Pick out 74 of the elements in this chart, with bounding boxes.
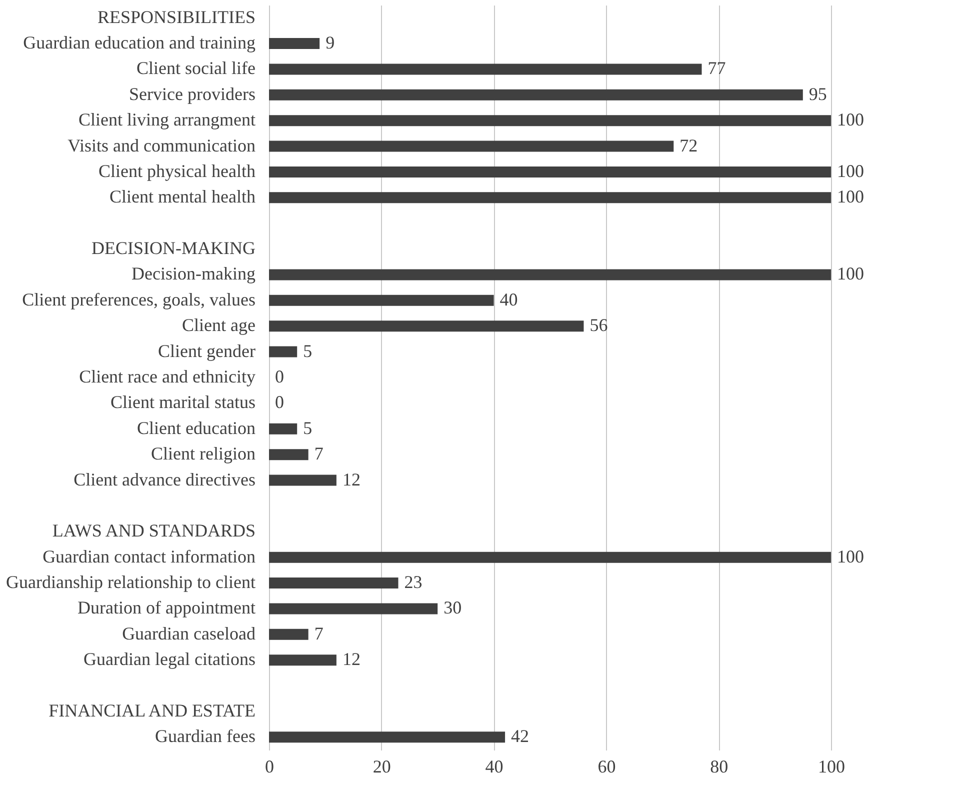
bar	[269, 294, 494, 306]
data-label: 0	[275, 392, 284, 412]
data-label: 0	[275, 366, 284, 386]
bar	[269, 115, 831, 126]
data-label: 100	[837, 186, 864, 207]
bar	[269, 732, 506, 743]
y-tick-label: DECISION-MAKING	[92, 238, 256, 258]
x-tick-label: 40	[485, 756, 504, 776]
bar	[269, 166, 831, 178]
data-label: 56	[590, 315, 608, 336]
y-tick-label: Client gender	[158, 340, 256, 361]
data-label: 7	[314, 623, 324, 644]
data-label: 100	[837, 264, 864, 284]
y-tick-label: Guardian fees	[155, 726, 256, 746]
data-label: 12	[342, 649, 360, 670]
y-tick-label: Duration of appointment	[78, 598, 256, 618]
y-tick-label: RESPONSIBILITIES	[97, 6, 256, 27]
data-label: 5	[303, 418, 312, 438]
data-label: 72	[680, 135, 698, 156]
y-tick-label: Client physical health	[98, 160, 256, 181]
bar	[269, 423, 298, 434]
data-label: 95	[808, 84, 827, 104]
bar	[269, 64, 702, 75]
x-tick-label: 60	[598, 756, 616, 776]
y-tick-label: Client education	[137, 418, 256, 438]
y-tick-label: Guardian education and training	[23, 32, 256, 53]
x-tick-label: 0	[265, 756, 274, 776]
y-tick-label: Service providers	[129, 84, 256, 104]
y-tick-label: Client mental health	[110, 186, 256, 207]
data-label: 40	[500, 289, 518, 310]
y-tick-label: Client age	[182, 315, 256, 336]
y-tick-label: Guardian caseload	[122, 623, 256, 644]
bar	[269, 654, 336, 666]
data-label: 7	[314, 444, 324, 464]
y-tick-label: Guardian legal citations	[84, 649, 256, 670]
y-tick-label: Client marital status	[110, 392, 256, 412]
y-tick-label: Client advance directives	[74, 469, 256, 490]
bar	[269, 38, 320, 50]
bar	[269, 603, 438, 614]
bar	[269, 552, 831, 563]
data-label: 100	[837, 546, 864, 566]
data-label: 12	[342, 469, 360, 490]
x-tick-label: 20	[372, 756, 391, 776]
data-label: 42	[511, 726, 530, 746]
x-tick-label: 80	[710, 756, 728, 776]
y-tick-label: Client living arrangment	[78, 110, 256, 130]
bar	[269, 89, 803, 100]
y-tick-label: Client social life	[136, 58, 256, 78]
data-label: 9	[326, 32, 335, 53]
data-label: 100	[837, 110, 864, 130]
bar	[269, 474, 336, 486]
bar	[269, 140, 674, 152]
y-tick-label: Guardianship relationship to client	[6, 572, 256, 592]
x-tick-label: 100	[818, 756, 845, 776]
data-label: 77	[708, 58, 726, 78]
bar	[269, 346, 298, 358]
bar	[269, 192, 831, 204]
bar	[269, 578, 398, 589]
data-label: 30	[444, 598, 462, 618]
y-tick-label: Client preferences, goals, values	[22, 289, 256, 310]
y-tick-label: FINANCIAL AND ESTATE	[48, 700, 256, 720]
bar	[269, 320, 584, 332]
bar	[269, 449, 308, 460]
y-tick-label: LAWS AND STANDARDS	[52, 520, 256, 541]
y-tick-label: Client religion	[151, 444, 256, 464]
bar	[269, 628, 308, 640]
y-tick-label: Decision-making	[132, 264, 256, 284]
bar	[269, 269, 831, 280]
data-label: 100	[837, 160, 864, 181]
y-tick-label: Client race and ethnicity	[79, 366, 256, 386]
data-label: 23	[404, 572, 422, 592]
data-label: 5	[303, 340, 312, 361]
y-tick-label: Visits and communication	[68, 135, 256, 156]
y-tick-label: Guardian contact information	[42, 546, 256, 566]
